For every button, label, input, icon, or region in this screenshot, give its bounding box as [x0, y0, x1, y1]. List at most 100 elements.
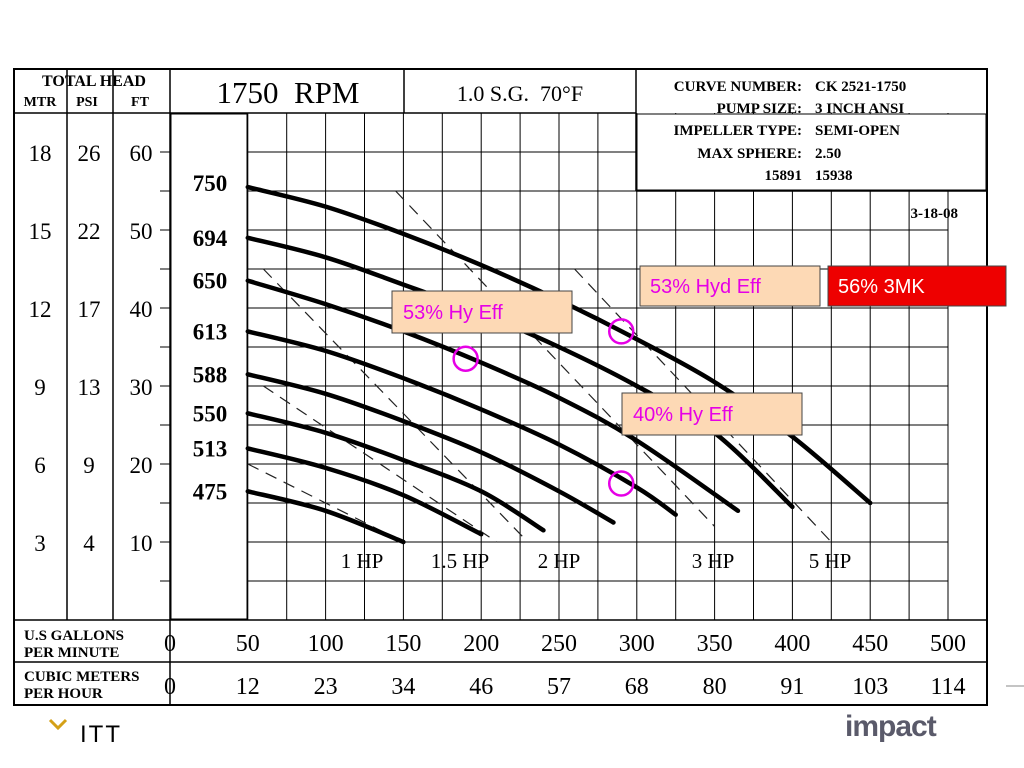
header-dividers — [14, 69, 987, 705]
mtr-tick-label: 15 — [29, 219, 52, 244]
hp-label-1: 1 HP — [341, 549, 384, 573]
gpm-tick-label: 450 — [852, 631, 888, 657]
gpm-tick-label: 400 — [774, 631, 810, 657]
gpm-tick-label: 250 — [541, 631, 577, 657]
impeller-label: 588 — [193, 362, 228, 387]
info-extra-2: 15938 — [815, 168, 853, 184]
hp-line — [395, 190, 716, 527]
curve-date: 3-18-08 — [911, 206, 959, 222]
info-panel-bg — [636, 113, 987, 191]
hp-labels: 1 HP 1.5 HP 2 HP 3 HP 5 HP — [341, 549, 852, 573]
hp-label-1-5: 1.5 HP — [431, 549, 489, 573]
cmh-axis-label-1: CUBIC METERS — [24, 669, 139, 685]
annotation-hy-eff-53-text: 53% Hy Eff — [403, 302, 503, 324]
impeller-type-value: SEMI-OPEN — [815, 123, 900, 139]
psi-tick-label: 9 — [83, 453, 95, 478]
unit-psi: PSI — [76, 95, 98, 110]
annotation-hy-eff-53: 53% Hy Eff — [391, 290, 573, 334]
gpm-axis-label-2: PER MINUTE — [24, 645, 119, 661]
ft-tick-label: 50 — [130, 219, 153, 244]
cmh-tick-label: 114 — [930, 674, 965, 700]
rpm-label: 1750 RPM — [217, 75, 360, 110]
cmh-tick-label: 0 — [164, 674, 176, 700]
ft-tick-label: 60 — [130, 141, 153, 166]
gpm-tick-label: 500 — [930, 631, 966, 657]
impeller-curve-588 — [245, 372, 616, 525]
ft-tick-label: 20 — [130, 453, 153, 478]
annotation-3mk-text: 56% 3MK — [838, 276, 925, 298]
itt-logo: ITT — [48, 718, 122, 748]
psi-tick-label: 22 — [78, 219, 101, 244]
gpm-tick-label: 200 — [463, 631, 499, 657]
hp-line — [262, 268, 529, 543]
impeller-curve-550 — [245, 411, 546, 533]
psi-tick-label: 17 — [78, 297, 101, 322]
gpm-axis-label-1: U.S GALLONS — [24, 628, 124, 644]
annotation-hy-eff-40: 40% Hy Eff — [621, 392, 803, 436]
annotation-hyd-eff: 53% Hyd Eff — [639, 265, 821, 307]
impeller-label: 550 — [193, 401, 228, 426]
impeller-curve-475 — [245, 489, 406, 545]
operating-point-marker — [607, 470, 635, 497]
psi-tick-label: 4 — [83, 531, 95, 556]
ft-tick-label: 10 — [130, 531, 153, 556]
head-scales: 18 26 60 15 22 50 12 17 40 9 13 30 6 9 20 3 4 10 — [29, 141, 153, 556]
impact-logo: impact — [845, 710, 938, 743]
impeller-label: 694 — [193, 226, 228, 251]
unit-mtr: MTR — [24, 95, 58, 110]
ft-tick-label: 30 — [130, 375, 153, 400]
cmh-tick-label: 46 — [469, 674, 493, 700]
impeller-curve-513 — [245, 446, 484, 537]
gpm-tick-label: 350 — [697, 631, 733, 657]
operating-point-marker — [452, 345, 479, 372]
impact-logo-text: impact — [845, 710, 937, 743]
cmh-tick-labels: 0 12 23 34 46 57 68 80 91 103 114 — [164, 674, 966, 700]
annotation-hy-eff-40-text: 40% Hy Eff — [633, 404, 733, 426]
itt-logo-text: ITT — [80, 721, 122, 748]
operating-point-marker — [607, 318, 635, 345]
annotation-hyd-eff-text: 53% Hyd Eff — [650, 276, 761, 298]
impeller-curve-650 — [245, 278, 741, 514]
gpm-tick-label: 300 — [619, 631, 655, 657]
cmh-tick-label: 12 — [236, 674, 260, 700]
info-extra-1: 15891 — [765, 168, 803, 184]
mtr-tick-label: 3 — [34, 531, 46, 556]
cmh-tick-label: 23 — [314, 674, 338, 700]
gpm-tick-label: 0 — [164, 631, 176, 657]
unit-ft: FT — [131, 95, 150, 110]
itt-mark-icon — [48, 718, 68, 731]
mtr-tick-label: 9 — [34, 375, 46, 400]
max-sphere-label: MAX SPHERE: — [697, 146, 802, 162]
cmh-tick-label: 34 — [391, 674, 415, 700]
curve-number-value: CK 2521-1750 — [815, 79, 906, 95]
pump-size-label: PUMP SIZE: — [717, 101, 802, 117]
mtr-tick-label: 12 — [29, 297, 52, 322]
cmh-tick-label: 68 — [625, 674, 649, 700]
cmh-tick-label: 80 — [703, 674, 727, 700]
impeller-type-label: IMPELLER TYPE: — [674, 123, 803, 139]
annotation-3mk: 56% 3MK — [827, 265, 1007, 307]
label-column-bg — [170, 113, 248, 620]
impeller-label: 613 — [193, 319, 228, 344]
impeller-label: 513 — [193, 436, 228, 461]
gpm-tick-label: 50 — [236, 631, 260, 657]
gpm-tick-label: 150 — [385, 631, 421, 657]
mtr-tick-label: 18 — [29, 141, 52, 166]
mtr-tick-label: 6 — [34, 453, 46, 478]
max-sphere-value: 2.50 — [815, 146, 841, 162]
impeller-label: 750 — [193, 171, 228, 196]
curve-number-label: CURVE NUMBER: — [674, 79, 802, 95]
impeller-label: 650 — [193, 269, 228, 294]
cmh-tick-label: 91 — [780, 674, 804, 700]
psi-tick-label: 13 — [78, 375, 101, 400]
hp-label-3: 3 HP — [692, 549, 735, 573]
impeller-labels: 750 694 650 613 588 550 513 475 — [193, 171, 228, 504]
plot-grid — [160, 113, 987, 620]
hp-line — [263, 385, 498, 543]
cmh-axis-label-2: PER HOUR — [24, 686, 103, 702]
psi-tick-label: 26 — [78, 141, 101, 166]
hp-label-5: 5 HP — [809, 549, 852, 573]
cmh-tick-label: 103 — [852, 674, 888, 700]
hp-label-2: 2 HP — [538, 549, 581, 573]
gpm-tick-labels: 0 50 100 150 200 250 300 350 400 450 500 — [164, 631, 966, 657]
